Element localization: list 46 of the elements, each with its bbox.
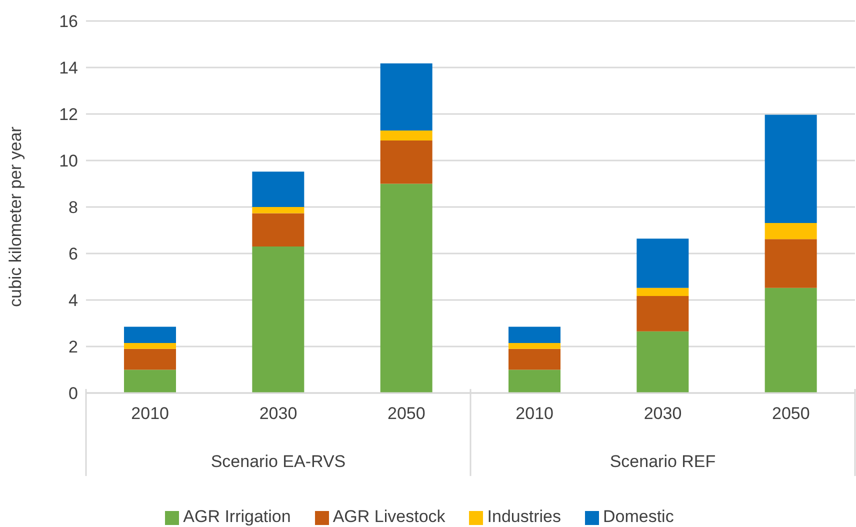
bar: [252, 213, 304, 247]
y-tick-label: 4: [68, 291, 78, 310]
text: Scenario EA-RVS: [210, 452, 347, 472]
x-tick-label: 2050: [772, 404, 810, 424]
bar: [380, 140, 432, 184]
text: Scenario REF: [608, 452, 717, 472]
x-tick-label: 2010: [131, 404, 169, 424]
x-tick-label: 2030: [644, 404, 682, 424]
bar: [764, 223, 817, 240]
x-tick-label: 2050: [388, 404, 426, 424]
bar: [636, 238, 689, 288]
y-axis-title: cubic kilometer per year: [6, 126, 26, 307]
bar: [252, 246, 304, 393]
bar: [764, 288, 817, 393]
bar: [508, 348, 560, 370]
y-tick-label: 6: [68, 244, 78, 264]
bar: [508, 370, 560, 393]
legend-label: AGR Livestock: [332, 507, 446, 526]
y-tick-label: 10: [59, 152, 78, 171]
bar: [380, 63, 432, 131]
bar: [508, 326, 560, 344]
y-tick-label: 0: [68, 384, 78, 404]
bar: [508, 343, 560, 349]
y-tick-label: 14: [59, 58, 78, 78]
y-tick-label: 16: [59, 12, 78, 32]
y-tick-label: 12: [59, 105, 78, 124]
bar: [124, 326, 176, 344]
bar: [380, 130, 432, 141]
bar: [124, 348, 176, 370]
bar: [124, 343, 176, 349]
bar: [636, 331, 689, 393]
x-tick-label: 2030: [259, 404, 298, 424]
legend-label: AGR Irrigation: [183, 507, 291, 526]
y-tick-label: 2: [68, 338, 78, 357]
bar: [252, 207, 304, 214]
bar: [124, 370, 176, 393]
y-tick-label: 8: [68, 198, 78, 218]
bar: [636, 288, 689, 296]
bar: [636, 296, 689, 332]
legend-label: Domestic: [602, 507, 674, 526]
x-tick-label: 2010: [516, 404, 554, 424]
bar: [380, 184, 432, 393]
bar: [764, 114, 817, 224]
bar: [764, 239, 817, 288]
legend-label: Industries: [487, 507, 561, 526]
bar: [252, 172, 304, 207]
